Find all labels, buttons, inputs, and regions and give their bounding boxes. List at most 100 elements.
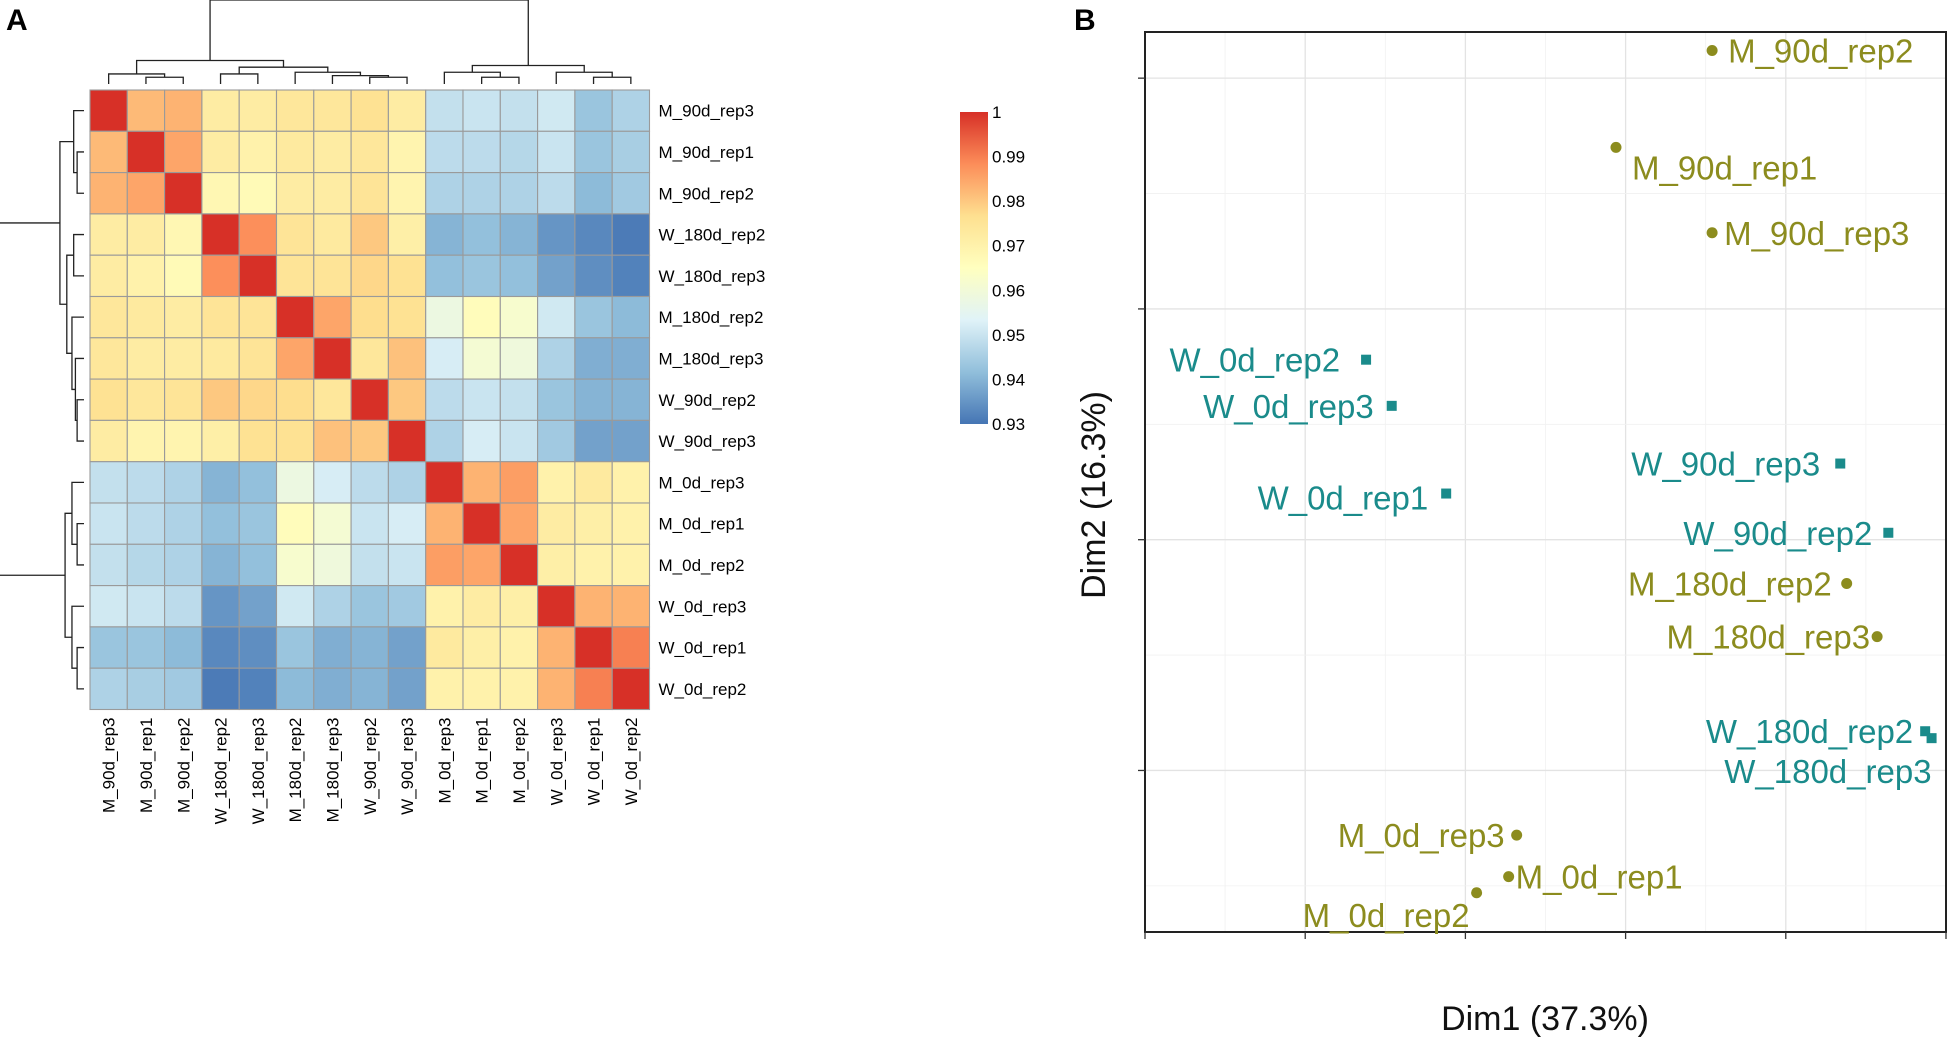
heatmap-cell: [313, 461, 352, 504]
heatmap-cell: [126, 502, 166, 545]
heatmap-cell: [499, 502, 539, 545]
heatmap-column-label: W_90d_rep3: [398, 718, 417, 815]
heatmap-cell: [89, 254, 128, 298]
heatmap-cell: [350, 419, 389, 463]
heatmap-cell: [537, 172, 576, 215]
heatmap-row-label: W_90d_rep2: [659, 391, 756, 410]
heatmap-cell: [499, 543, 539, 587]
heatmap-cell: [350, 378, 389, 421]
heatmap-cell: [89, 89, 128, 132]
heatmap-cell: [611, 543, 651, 587]
dendrogram-branch: [71, 605, 84, 669]
heatmap-cell: [499, 461, 539, 504]
heatmap-column-label: M_90d_rep3: [100, 718, 119, 813]
heatmap-row-label: M_90d_rep2: [659, 184, 754, 203]
heatmap-cell: [425, 295, 464, 339]
heatmap-cell: [462, 130, 501, 174]
heatmap-cell: [313, 89, 352, 132]
heatmap-cell: [462, 585, 501, 628]
heatmap-cell: [462, 502, 501, 545]
heatmap-cell: [499, 254, 539, 298]
heatmap-cell: [313, 502, 352, 545]
heatmap-cell: [537, 378, 576, 421]
heatmap-cell: [89, 626, 128, 669]
heatmap-row-label: M_180d_rep3: [659, 349, 764, 368]
heatmap-column-label: M_180d_rep3: [323, 718, 342, 823]
heatmap-cell: [611, 626, 651, 669]
dendrogram-branch: [66, 254, 74, 354]
dendrogram-branch: [73, 233, 84, 277]
heatmap-cell: [313, 254, 352, 298]
heatmap-cell: [537, 419, 576, 463]
panel-label-a: A: [6, 4, 28, 37]
colorbar-tick-label: 0.95: [992, 326, 1025, 345]
heatmap-cell: [611, 295, 651, 339]
heatmap-cell: [89, 419, 128, 463]
heatmap-cell: [387, 172, 427, 215]
heatmap-cell: [201, 213, 240, 256]
scatter-point: [1706, 227, 1718, 239]
scatter-point-label: M_90d_rep2: [1728, 32, 1913, 69]
heatmap-cell: [462, 337, 501, 380]
heatmap-cell: [499, 337, 539, 380]
heatmap-cell: [574, 502, 613, 545]
heatmap-cell: [164, 667, 203, 711]
dendrogram-branch: [71, 481, 84, 545]
heatmap-cell: [89, 378, 128, 421]
heatmap-row-label: M_90d_rep3: [659, 102, 754, 121]
heatmap-cell: [387, 213, 427, 256]
scatter-point-label: M_90d_rep1: [1632, 149, 1817, 186]
heatmap-cell: [574, 378, 613, 421]
heatmap-cell: [275, 172, 315, 215]
heatmap-cell: [201, 585, 240, 628]
dendrogram-branch: [209, 0, 529, 66]
heatmap-cell: [164, 461, 203, 504]
heatmap-cell: [387, 667, 427, 711]
heatmap-cell: [201, 378, 240, 421]
dendrogram-branch: [294, 71, 362, 84]
heatmap-cell: [201, 130, 240, 174]
heatmap-cell: [350, 213, 389, 256]
heatmap-cell: [238, 172, 278, 215]
heatmap-row-labels: M_90d_rep3 M_90d_rep1 M_90d_rep2 W_180d_rep…: [659, 102, 766, 699]
heatmap-cell: [611, 502, 651, 545]
heatmap-cell: [574, 337, 613, 380]
heatmap-cell: [611, 130, 651, 174]
scatter-point-label: W_90d_rep3: [1631, 446, 1820, 483]
heatmap-cell: [126, 130, 166, 174]
heatmap-cell: [238, 585, 278, 628]
dendrogram-branch: [76, 151, 84, 194]
heatmap-cell: [574, 585, 613, 628]
heatmap-cell: [387, 543, 427, 587]
scatter-point: [1441, 488, 1452, 499]
panel-label-b: B: [1074, 4, 1096, 37]
colorbar-tick-label: 0.93: [992, 415, 1025, 434]
heatmap-cell: [574, 172, 613, 215]
heatmap-cell: [350, 667, 389, 711]
heatmap-cell: [126, 585, 166, 628]
heatmap-cell: [350, 543, 389, 587]
heatmap-cell: [275, 543, 315, 587]
heatmap-cell: [462, 626, 501, 669]
heatmap-cell: [387, 89, 427, 132]
dendrogram-branch: [481, 76, 520, 84]
scatter-point: [1841, 578, 1853, 590]
heatmap-cell: [238, 543, 278, 587]
heatmap-cell: [499, 667, 539, 711]
heatmap-cell: [126, 461, 166, 504]
heatmap-column-label: M_90d_rep2: [174, 718, 193, 813]
heatmap-cell: [89, 337, 128, 380]
heatmap-cell: [275, 337, 315, 380]
heatmap-cell: [126, 295, 166, 339]
heatmap-cell: [201, 502, 240, 545]
dendrogram-branch: [238, 66, 329, 74]
heatmap-cell: [574, 419, 613, 463]
heatmap-cell: [164, 254, 203, 298]
heatmap-cell: [537, 213, 576, 256]
heatmap-cell: [574, 667, 613, 711]
heatmap-cell: [387, 626, 427, 669]
heatmap-cell: [425, 626, 464, 669]
heatmap-cell: [425, 543, 464, 587]
heatmap-cell: [275, 626, 315, 669]
heatmap-cell: [126, 172, 166, 215]
